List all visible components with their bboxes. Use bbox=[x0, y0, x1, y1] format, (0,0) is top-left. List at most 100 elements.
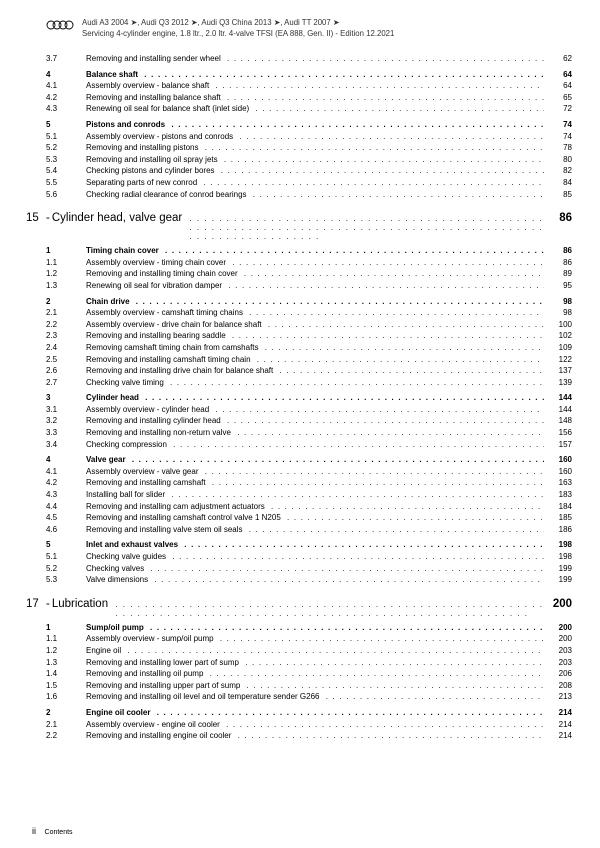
toc-page: 62 bbox=[544, 53, 572, 65]
toc-title: Valve dimensions bbox=[86, 574, 154, 586]
toc-page: 198 bbox=[544, 551, 572, 563]
toc-page: 157 bbox=[544, 439, 572, 451]
toc-number: 2.5 bbox=[46, 354, 86, 366]
toc-title: Assembly overview - timing chain cover bbox=[86, 257, 232, 269]
toc-item: 4.1Assembly overview - balance shaft 64 bbox=[46, 80, 572, 92]
toc-title: Valve gear bbox=[86, 454, 132, 466]
toc-section: 5Pistons and conrods 74 bbox=[46, 119, 572, 131]
toc-page: 148 bbox=[544, 415, 572, 427]
toc-number: 4.4 bbox=[46, 501, 86, 513]
toc-title: Removing and installing timing chain cov… bbox=[86, 268, 244, 280]
toc-number: 4.5 bbox=[46, 512, 86, 524]
toc-page: 122 bbox=[544, 354, 572, 366]
toc-dots bbox=[220, 633, 544, 645]
toc-page: 95 bbox=[544, 280, 572, 292]
toc-number: 1 bbox=[46, 245, 86, 257]
toc-page: 214 bbox=[544, 707, 572, 719]
toc-title: Sump/oil pump bbox=[86, 622, 150, 634]
toc-item: 3.2Removing and installing cylinder head… bbox=[46, 415, 572, 427]
toc-item: 5.1Assembly overview - pistons and conro… bbox=[46, 131, 572, 143]
toc-title: Chain drive bbox=[86, 296, 136, 308]
toc-item: 4.3Renewing oil seal for balance shaft (… bbox=[46, 103, 572, 115]
toc-item: 2.5Removing and installing camshaft timi… bbox=[46, 354, 572, 366]
table-of-contents: 3.7Removing and installing sender wheel … bbox=[46, 53, 572, 742]
toc-title: Assembly overview - valve gear bbox=[86, 466, 205, 478]
toc-dots bbox=[144, 69, 544, 81]
toc-section: 4Valve gear 160 bbox=[46, 454, 572, 466]
toc-dots bbox=[215, 80, 544, 92]
toc-item: 5.5Separating parts of new conrod 84 bbox=[46, 177, 572, 189]
toc-page: 109 bbox=[544, 342, 572, 354]
toc-page: 86 bbox=[544, 257, 572, 269]
toc-item: 1.2Removing and installing timing chain … bbox=[46, 268, 572, 280]
toc-dots bbox=[132, 454, 544, 466]
toc-item: 4.4Removing and installing cam adjustmen… bbox=[46, 501, 572, 513]
toc-number: 5 bbox=[46, 539, 86, 551]
toc-chapter: 17-Lubrication 200 bbox=[26, 598, 572, 618]
toc-item: 1.1Assembly overview - sump/oil pump 200 bbox=[46, 633, 572, 645]
toc-page: 214 bbox=[544, 730, 572, 742]
toc-dots bbox=[227, 415, 544, 427]
footer-label: Contents bbox=[39, 829, 73, 836]
toc-number: 3.3 bbox=[46, 427, 86, 439]
toc-number: 1.3 bbox=[46, 657, 86, 669]
toc-number: 1.5 bbox=[46, 680, 86, 692]
toc-dots bbox=[172, 551, 544, 563]
toc-dots bbox=[171, 119, 544, 131]
toc-dots bbox=[245, 657, 544, 669]
toc-number: 4.1 bbox=[46, 466, 86, 478]
toc-title: Lubrication bbox=[52, 598, 115, 610]
toc-number: 4.6 bbox=[46, 524, 86, 536]
toc-number: 1.1 bbox=[46, 633, 86, 645]
toc-title: Checking compression bbox=[86, 439, 173, 451]
toc-page: 200 bbox=[544, 622, 572, 634]
toc-title: Assembly overview - cylinder head bbox=[86, 404, 215, 416]
toc-title: Removing and installing engine oil coole… bbox=[86, 730, 238, 742]
page-number: ii bbox=[32, 826, 36, 836]
toc-title: Installing ball for slider bbox=[86, 489, 171, 501]
toc-item: 3.3Removing and installing non-return va… bbox=[46, 427, 572, 439]
toc-page: 74 bbox=[544, 131, 572, 143]
toc-item: 2.2Removing and installing engine oil co… bbox=[46, 730, 572, 742]
toc-dots bbox=[255, 103, 544, 115]
toc-dots bbox=[257, 354, 544, 366]
toc-item: 3.7Removing and installing sender wheel … bbox=[46, 53, 572, 65]
header: Audi A3 2004 ➤, Audi Q3 2012 ➤, Audi Q3 … bbox=[46, 18, 572, 39]
toc-item: 1.5Removing and installing upper part of… bbox=[46, 680, 572, 692]
toc-item: 2.1Assembly overview - camshaft timing c… bbox=[46, 307, 572, 319]
toc-title: Removing and installing camshaft timing … bbox=[86, 354, 257, 366]
toc-chapter: 15-Cylinder head, valve gear 86 bbox=[26, 212, 572, 241]
toc-page: 214 bbox=[544, 719, 572, 731]
toc-dots bbox=[165, 245, 544, 257]
toc-title: Assembly overview - pistons and conrods bbox=[86, 131, 239, 143]
toc-title: Removing and installing camshaft bbox=[86, 477, 212, 489]
toc-dots bbox=[253, 189, 544, 201]
toc-item: 2.1Assembly overview - engine oil cooler… bbox=[46, 719, 572, 731]
toc-item: 4.3Installing ball for slider 183 bbox=[46, 489, 572, 501]
toc-page: 198 bbox=[544, 539, 572, 551]
toc-dots bbox=[227, 53, 544, 65]
toc-title: Balance shaft bbox=[86, 69, 144, 81]
toc-number: 3.2 bbox=[46, 415, 86, 427]
toc-page: 78 bbox=[544, 142, 572, 154]
toc-item: 2.7Checking valve timing 139 bbox=[46, 377, 572, 389]
toc-page: 208 bbox=[544, 680, 572, 692]
toc-title: Removing and installing upper part of su… bbox=[86, 680, 247, 692]
toc-item: 4.1Assembly overview - valve gear 160 bbox=[46, 466, 572, 478]
toc-title: Removing and installing valve stem oil s… bbox=[86, 524, 249, 536]
toc-item: 5.2Checking valves 199 bbox=[46, 563, 572, 575]
toc-page: 203 bbox=[544, 645, 572, 657]
toc-number: 5.6 bbox=[46, 189, 86, 201]
toc-dots bbox=[287, 512, 544, 524]
toc-dots bbox=[271, 501, 544, 513]
toc-item: 1.1Assembly overview - timing chain cove… bbox=[46, 257, 572, 269]
toc-page: 98 bbox=[544, 296, 572, 308]
toc-item: 5.3Removing and installing oil spray jet… bbox=[46, 154, 572, 166]
toc-number: 4 bbox=[46, 69, 86, 81]
toc-dots bbox=[224, 154, 544, 166]
toc-page: 137 bbox=[544, 365, 572, 377]
toc-page: 82 bbox=[544, 165, 572, 177]
toc-number: 3.1 bbox=[46, 404, 86, 416]
toc-dots bbox=[237, 427, 544, 439]
toc-page: 144 bbox=[544, 404, 572, 416]
